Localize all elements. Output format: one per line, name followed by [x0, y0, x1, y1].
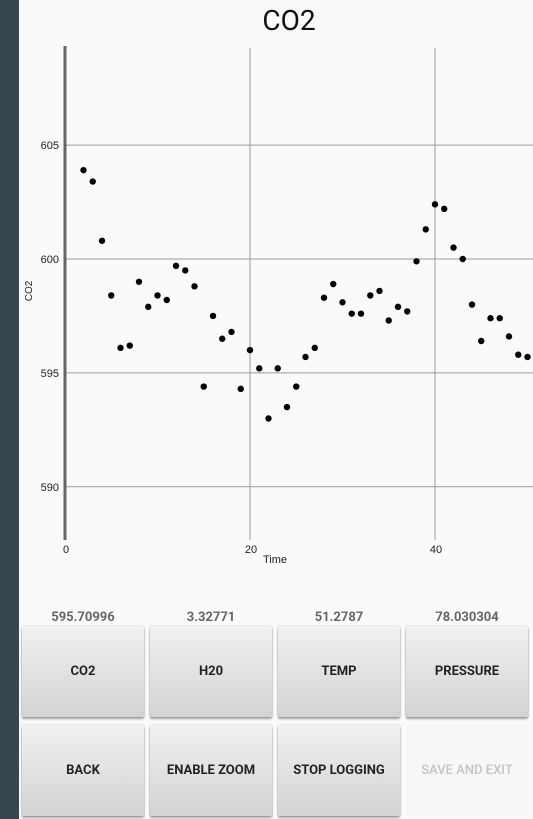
data-point	[413, 258, 420, 265]
save-and-exit-button[interactable]: SAVE AND EXIT	[406, 725, 528, 816]
data-point	[348, 310, 355, 317]
data-point	[302, 353, 309, 361]
data-point	[441, 205, 448, 213]
y-tick-label: 590	[41, 482, 59, 494]
x-tick-label: 20	[245, 544, 257, 556]
data-point	[320, 294, 328, 301]
data-point	[154, 292, 161, 299]
y-axis-label: CO2	[24, 280, 35, 301]
data-point	[459, 255, 466, 263]
data-point	[330, 280, 337, 288]
data-point	[80, 166, 87, 174]
pressure-button[interactable]: PRESSURE	[406, 626, 528, 717]
data-point	[145, 303, 152, 311]
data-point	[505, 333, 513, 340]
chart-title: CO2	[262, 4, 316, 37]
data-point	[468, 301, 476, 308]
co2-scatter-chart[interactable]: 590 595 600 605 0 20 40 Time CO2	[19, 0, 533, 600]
data-point	[450, 244, 457, 251]
data-point	[219, 335, 226, 342]
data-point	[293, 383, 300, 390]
data-point	[237, 385, 244, 393]
x-tick-label: 40	[430, 544, 442, 556]
data-point	[191, 283, 198, 290]
data-point	[283, 403, 291, 411]
data-point	[431, 201, 439, 208]
data-point	[404, 308, 411, 315]
y-tick-label: 595	[41, 368, 59, 380]
data-point	[182, 267, 189, 274]
data-point	[117, 344, 124, 352]
data-point	[265, 415, 272, 422]
data-point	[367, 292, 374, 299]
data-point	[394, 303, 402, 311]
data-point	[487, 315, 494, 322]
co2-readout: 595.70996	[51, 610, 115, 625]
data-point	[209, 312, 217, 320]
data-point	[135, 278, 143, 285]
pressure-readout: 78.030304	[435, 610, 499, 625]
data-point	[385, 317, 392, 324]
data-point	[376, 287, 383, 295]
data-point	[228, 328, 235, 336]
data-point	[496, 315, 503, 322]
back-button[interactable]: BACK	[22, 725, 144, 816]
data-point	[200, 383, 207, 390]
data-point	[478, 337, 485, 345]
data-point	[515, 351, 522, 358]
data-point	[89, 178, 96, 185]
data-point	[274, 365, 281, 372]
x-tick-label: 0	[63, 544, 69, 556]
temp-readout: 51.2787	[314, 610, 364, 625]
data-point	[246, 346, 254, 354]
data-point	[339, 299, 346, 306]
data-point	[256, 365, 263, 372]
data-point	[311, 344, 318, 352]
h2o-button[interactable]: H20	[150, 626, 272, 717]
data-point	[108, 292, 115, 299]
stop-logging-button[interactable]: STOP LOGGING	[278, 725, 400, 816]
data-point	[357, 310, 365, 317]
data-point	[126, 342, 133, 349]
enable-zoom-button[interactable]: ENABLE ZOOM	[150, 725, 272, 816]
data-point	[172, 262, 180, 270]
data-point	[163, 296, 170, 304]
h2o-readout: 3.32771	[186, 610, 236, 625]
y-tick-label: 600	[41, 254, 59, 266]
data-point	[422, 226, 429, 233]
data-point	[98, 237, 106, 244]
data-point	[524, 353, 531, 361]
app-screen: CO2 590 595 600 605 0 20 40 Time CO2 595.70996 3…	[19, 0, 533, 819]
y-tick-label: 605	[41, 140, 59, 152]
temp-button[interactable]: TEMP	[278, 626, 400, 717]
x-axis-label: Time	[263, 554, 287, 566]
co2-button[interactable]: CO2	[22, 626, 144, 717]
